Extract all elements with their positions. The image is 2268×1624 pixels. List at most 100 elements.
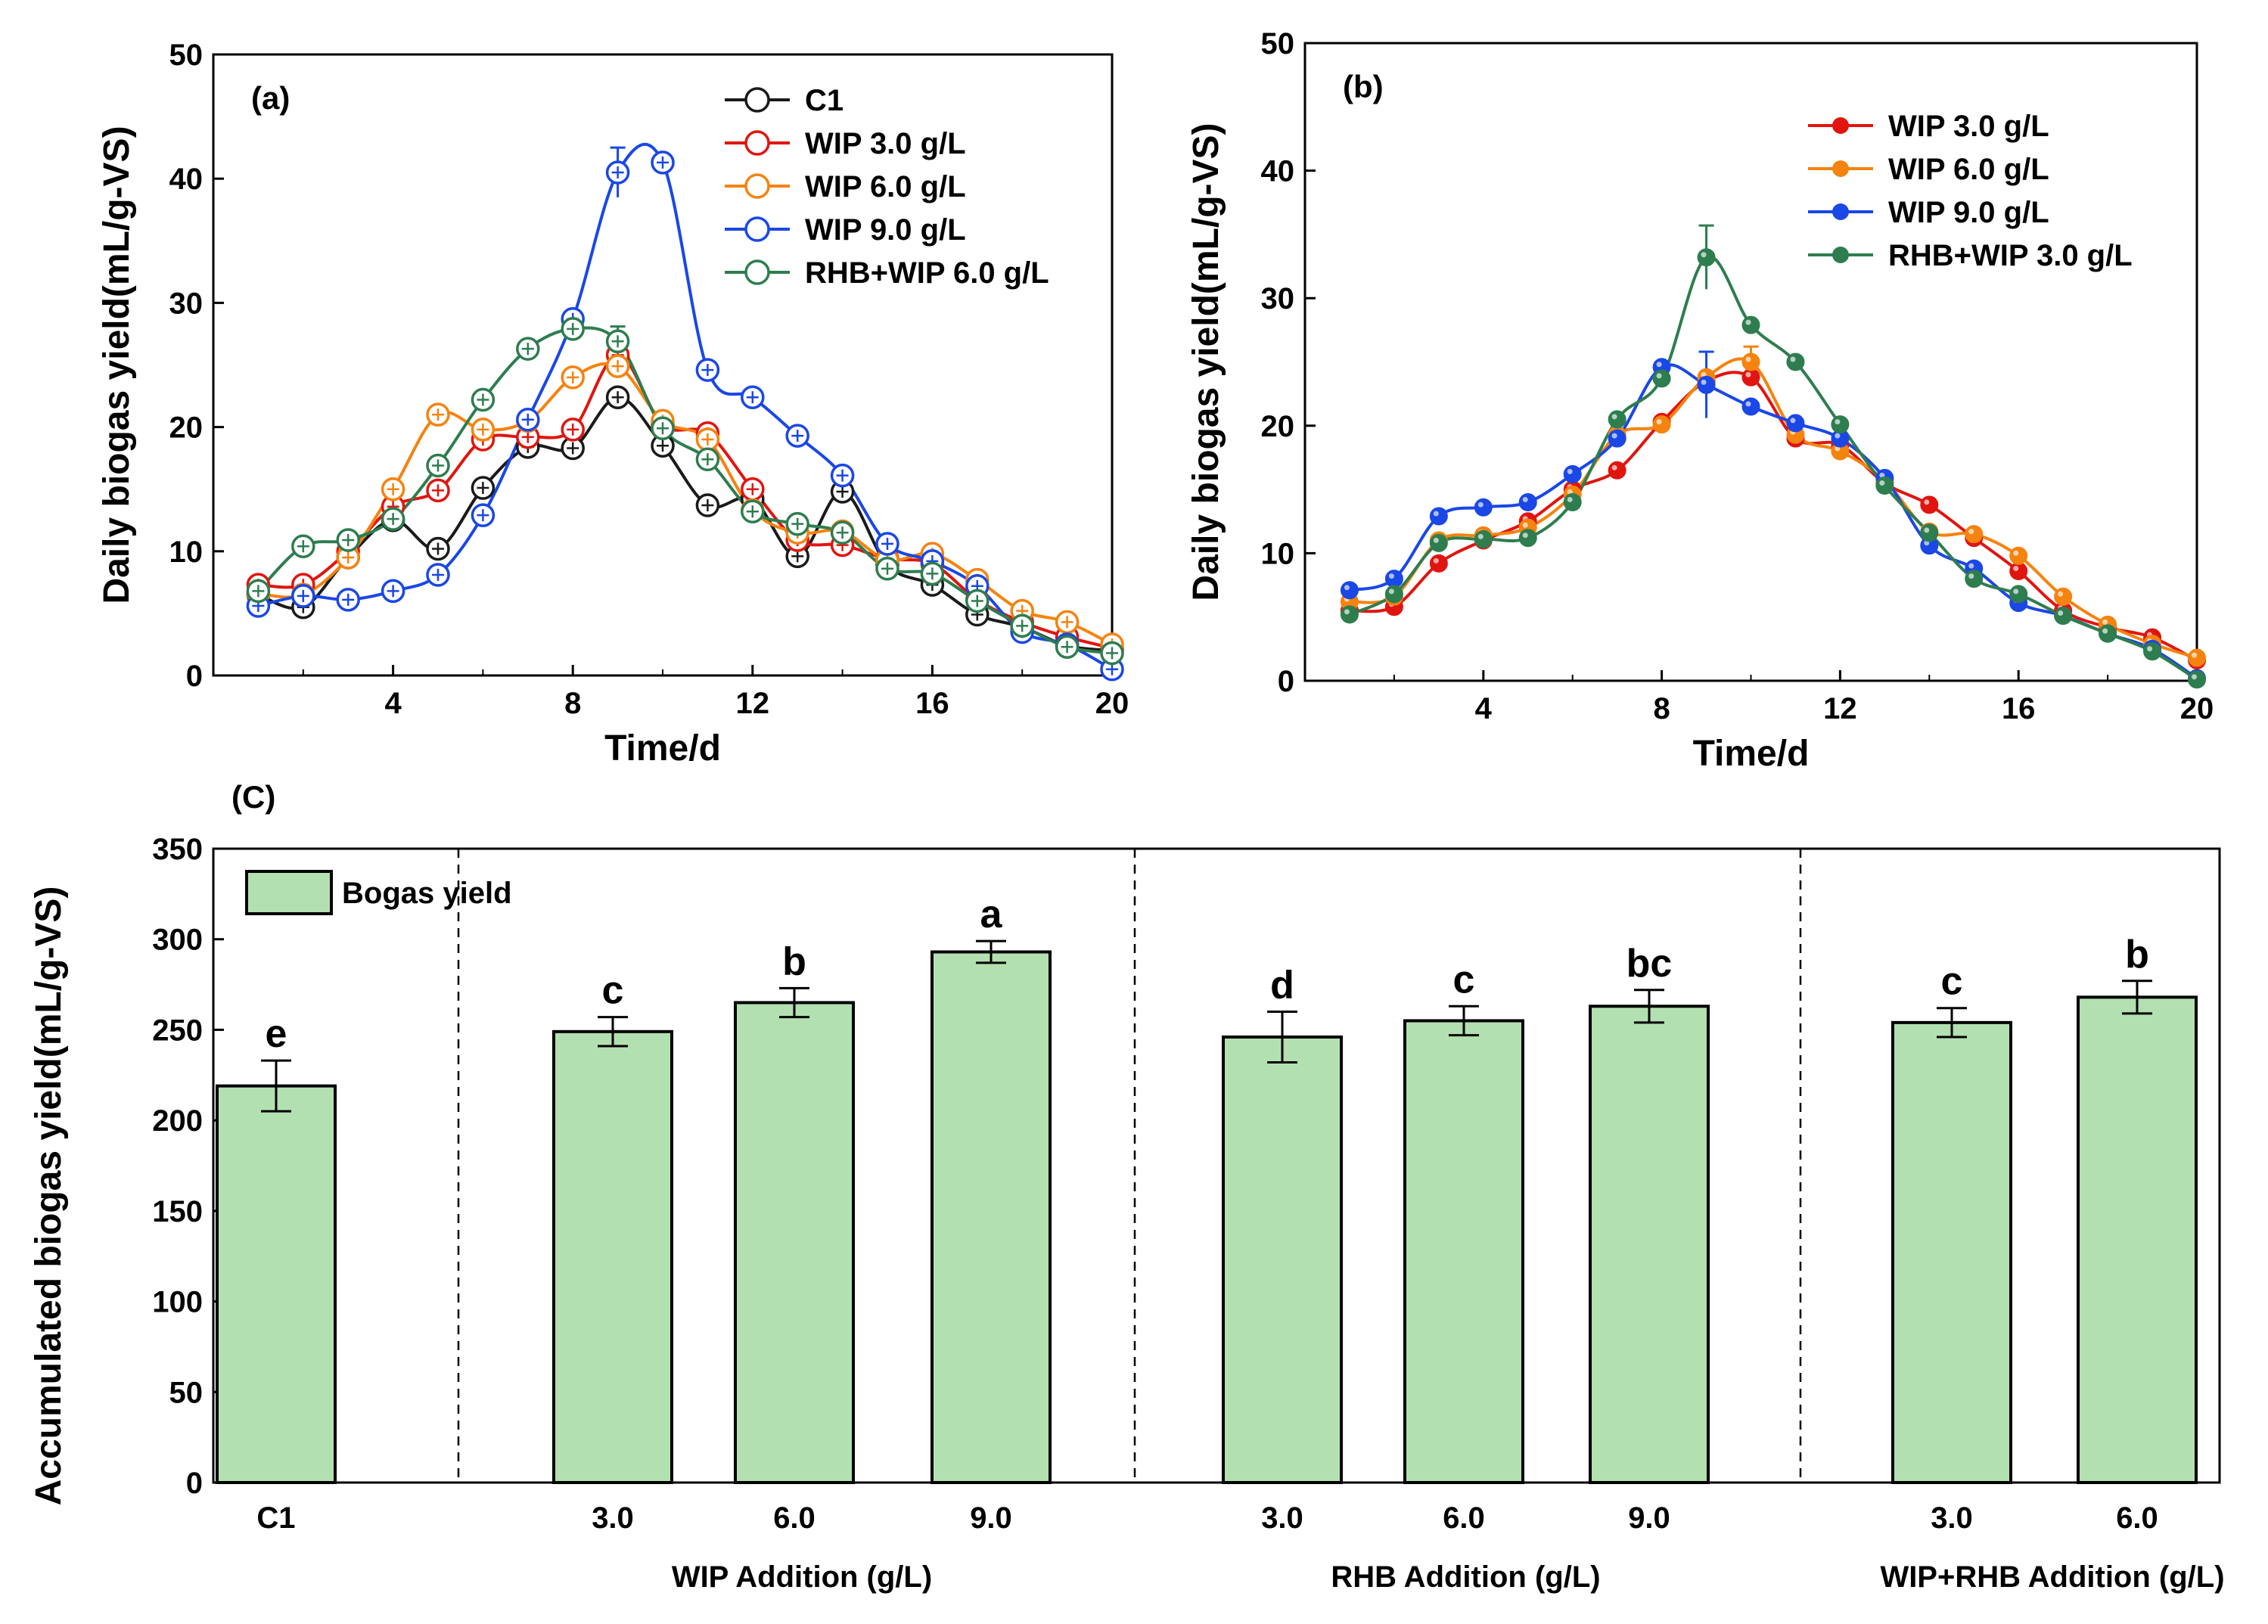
panel-a-y-tick-label: 20 [169,411,203,445]
panel-b-x-tick-label: 12 [1823,692,1857,725]
panel-b-point-rhb-wip-3-0-g-l [1652,369,1671,388]
panel-c-category-label: 9.0 [1628,1501,1670,1535]
panel-c-significance-label: c [1453,958,1475,1001]
panel-b-point-highlight [1745,356,1751,362]
panel-b-point-highlight [1656,419,1662,425]
legend-marker [1832,117,1849,134]
legend-label-wip-9-0-g-l: WIP 9.0 g/L [805,213,966,247]
panel-a-x-tick-label: 16 [915,687,949,720]
legend-marker [1832,247,1849,263]
panel-b-point-highlight [1924,499,1930,505]
panel-b-point-highlight [1924,527,1930,533]
panel-b-point-wip-6-0-g-l [1965,525,1984,544]
panel-c-significance-label: b [782,939,806,983]
panel-b-x-tick-label: 8 [1653,692,1670,725]
panel-b-point-rhb-wip-3-0-g-l [1429,533,1448,552]
panel-c-y-axis-title: Accumulated biogas yield(mL/g-VS) [29,887,69,1506]
panel-b-point-highlight [1433,511,1439,517]
panel-b-point-highlight [1835,419,1841,425]
panel-c-y-tick-label: 0 [186,1467,203,1500]
panel-a-y-axis-title: Daily biogas yield(mL/g-VS) [97,126,137,604]
panel-c-category-label: C1 [256,1501,295,1535]
panel-c-category-label: 6.0 [1443,1501,1485,1535]
panel-b-point-highlight [2013,566,2019,572]
panel-b-point-highlight [1433,537,1439,543]
panel-b-point-highlight [1701,379,1707,385]
legend-swatch [245,870,333,915]
panel-c-category-label: 3.0 [592,1501,634,1535]
panel-c-significance-label: a [980,893,1003,936]
panel-b-point-highlight [1611,433,1617,439]
panel-a-y-tick-label: 30 [169,287,203,320]
panel-b-x-axis-title: Time/d [1693,734,1810,774]
panel-c-bar [216,1084,337,1485]
panel-b-point-highlight [1745,401,1751,407]
panel-b-point-wip-6-0-g-l [2188,648,2206,667]
panel-b-point-highlight [2102,628,2108,634]
panel-c-bars: 0 50 100 150 200 250 300 350 e C1 c 3.0 b 6.0 a 9.0 d 3.0… [152,833,2224,1594]
legend-label-wip-6-0-g-l: WIP 6.0 g/L [1888,153,2049,186]
panel-b-point-highlight [1968,573,1974,579]
panel-c-group-label: WIP+RHB Addition (g/L) [1880,1560,2224,1594]
panel-b-point-highlight [1477,501,1484,508]
panel-b-point-rhb-wip-3-0-g-l [1384,585,1403,604]
panel-b-point-wip-3-0-g-l [1741,368,1760,387]
legend-label-wip-9-0-g-l: WIP 9.0 g/L [1888,196,2049,229]
legend-marker [744,216,770,242]
panel-b-point-highlight [1522,533,1528,539]
panel-a-y-tick-label: 10 [169,536,203,569]
panel-b-y-tick-label: 0 [1278,665,1294,698]
panel-b-point-highlight [2147,646,2153,652]
panel-b-point-highlight [1388,573,1394,579]
panel-b-point-wip-9-0-g-l [1786,414,1805,433]
panel-a-x-tick-label: 8 [564,687,581,720]
panel-b-y-axis-title: Daily biogas yield(mL/g-VS) [1186,123,1226,601]
panel-b-point-highlight [1701,252,1707,258]
legend-label-bogas-yield: Bogas yield [342,877,512,910]
panel-b-point-rhb-wip-3-0-g-l [1831,415,1850,434]
panel-b-point-rhb-wip-3-0-g-l [1875,477,1894,495]
panel-c-bar [1403,1019,1524,1484]
panel-a-x-tick-label: 20 [1095,687,1129,720]
panel-b-point-highlight [1790,356,1796,362]
panel-a-y-tick-label: 40 [169,163,203,196]
panel-b-point-wip-3-0-g-l [1429,554,1448,573]
panel-b-point-rhb-wip-3-0-g-l [1920,523,1939,542]
panel-b-point-rhb-wip-3-0-g-l [1965,570,1984,588]
panel-b-point-wip-3-0-g-l [1608,461,1626,480]
legend-marker [744,259,770,285]
panel-b-point-rhb-wip-3-0-g-l [2188,670,2206,689]
legend-label-wip-6-0-g-l: WIP 6.0 g/L [805,170,966,203]
panel-c-category-label: 6.0 [2116,1501,2158,1535]
panel-b-point-wip-9-0-g-l [1741,397,1760,416]
panel-c-group-label: RHB Addition (g/L) [1331,1560,1600,1594]
panel-c-significance-label: bc [1626,942,1673,986]
panel-b-point-rhb-wip-3-0-g-l [1563,492,1582,511]
panel-b-point-wip-9-0-g-l [1384,570,1403,588]
panel-b-point-highlight [2102,619,2108,625]
panel-b-point-highlight [2013,550,2019,556]
panel-b-point-rhb-wip-3-0-g-l [1340,605,1359,624]
legend-marker [1832,203,1849,220]
panel-b-point-wip-6-0-g-l [2054,587,2073,606]
panel-b-y-tick-label: 20 [1261,410,1295,443]
panel-b-point-wip-6-0-g-l [2009,546,2028,565]
panel-b-point-highlight [1522,496,1528,502]
panel-a-x-axis-title: Time/d [604,728,721,769]
panel-a-markers: 0 10 20 30 40 50 4 8 12 16 20 C1 WIP 3.0 g/L WIP 6.0 … [169,39,1129,720]
panel-b-x-tick-label: 4 [1475,692,1493,725]
panel-b-point-highlight [1656,362,1662,368]
panel-c-bar [2077,995,2198,1484]
legend-marker [1832,160,1849,177]
panel-c-label: (C) [231,779,275,815]
panel-b-point-highlight [1567,496,1573,502]
panel-c-category-label: 3.0 [1261,1501,1303,1535]
panel-c-bar [1891,1020,2012,1484]
panel-b-point-highlight [1968,529,1974,535]
panel-b-line-chart: 0 10 20 30 40 50 4 8 12 16 20 WIP 3.0 g/L WIP 6.0 g/… [1186,27,2214,774]
panel-b-y-tick-label: 50 [1261,27,1295,61]
panel-c-significance-label: e [266,1012,287,1056]
legend-label-c1: C1 [805,84,844,117]
panel-c-y-tick-label: 200 [152,1104,203,1138]
